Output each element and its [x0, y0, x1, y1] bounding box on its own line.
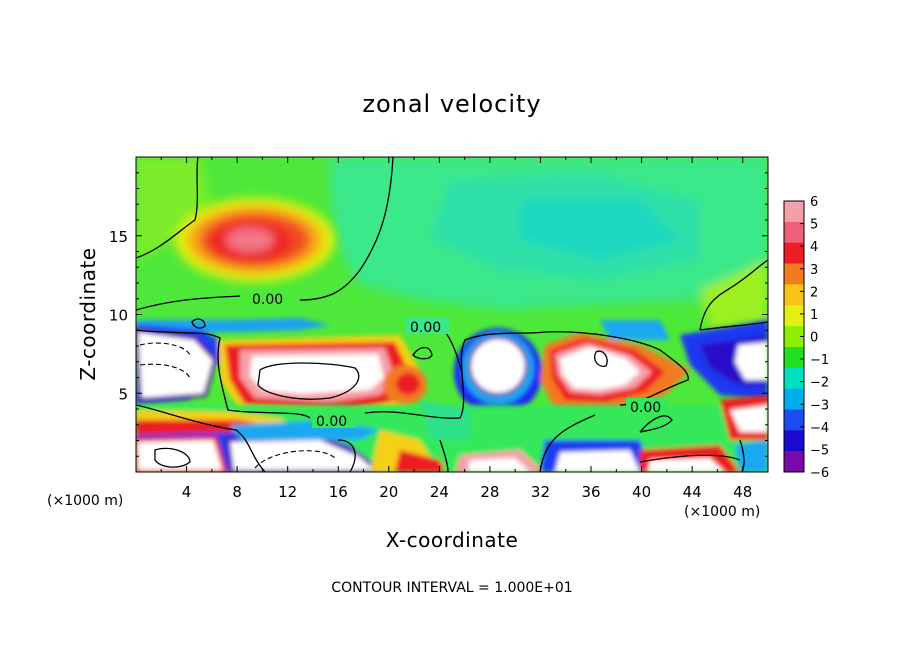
colorbar-tick-label: −4: [810, 421, 829, 436]
x-tick-label: 40: [632, 483, 651, 501]
colorbar-swatch: [784, 201, 804, 223]
x-tick-label: 44: [683, 483, 702, 501]
contour-lines: [136, 157, 768, 472]
colorbar: 6 5 4 3 2 1 0 −1 −2 −3 −4 −5 −6: [783, 195, 829, 481]
x-tick-label: 36: [581, 483, 600, 501]
x-tick-label: 48: [733, 483, 752, 501]
y-axis: 5 10 15: [109, 172, 768, 457]
colorbar-tick-label: 1: [810, 308, 818, 323]
colorbar-swatch: [784, 284, 804, 306]
y-tick-label: 15: [109, 228, 128, 246]
colorbar-tick-label: 4: [810, 240, 818, 255]
colorbar-tick-label: 6: [810, 195, 818, 210]
contour-label-2: 0.00: [410, 320, 441, 336]
contour-label-4: 0.00: [630, 400, 661, 416]
x-tick-label: 32: [531, 483, 550, 501]
colorbar-swatch: [784, 367, 804, 390]
x-axis-label: X-coordinate: [386, 528, 519, 552]
x-tick-label: 8: [232, 483, 242, 501]
contour-label-1: 0.00: [252, 292, 283, 308]
x-tick-label: 16: [329, 483, 348, 501]
x-tick-label: 20: [379, 483, 398, 501]
colorbar-swatch: [784, 430, 804, 452]
x-axis: 4 8 12 16 20 24 28 32 36 40 44 48: [160, 157, 752, 501]
colorbar-swatch: [784, 305, 804, 327]
y-axis-label: Z-coordinate: [76, 247, 100, 380]
colorbar-tick-label: 3: [810, 263, 818, 278]
chart-title: zonal velocity: [362, 90, 541, 118]
x-tick-label: 12: [278, 483, 297, 501]
colorbar-tick-label: −3: [810, 398, 829, 413]
colorbar-swatch: [784, 346, 804, 369]
x-unit-left: (×1000 m): [47, 493, 123, 509]
colorbar-tick-label: −5: [810, 443, 829, 458]
colorbar-tick-label: 5: [810, 218, 818, 233]
colorbar-swatch: [784, 388, 804, 410]
plot-field: 0.00 0.00 0.00 0.00: [136, 157, 768, 472]
x-tick-label: 4: [182, 483, 192, 501]
colorbar-swatch: [784, 263, 804, 285]
negative-contours: [139, 342, 336, 469]
x-tick-label: 28: [480, 483, 499, 501]
colorbar-swatch: [784, 409, 804, 431]
y-tick-label: 5: [118, 385, 128, 403]
colorbar-tick-label: 2: [810, 285, 818, 300]
colorbar-swatch: [784, 242, 804, 265]
x-tick-label: 24: [430, 483, 449, 501]
colorbar-swatch: [784, 326, 804, 348]
colorbar-tick-label: 0: [810, 331, 818, 346]
colorbar-tick-label: −2: [810, 376, 829, 391]
contour-interval-note: CONTOUR INTERVAL = 1.000E+01: [331, 580, 572, 596]
x-unit-right: (×1000 m): [684, 504, 760, 520]
colorbar-tick-label: −6: [810, 466, 829, 481]
contour-label-3: 0.00: [316, 414, 347, 430]
y-tick-label: 10: [109, 307, 128, 325]
colorbar-tick-label: −1: [810, 353, 829, 368]
colorbar-swatch: [784, 221, 804, 244]
colorbar-swatch: [784, 451, 804, 473]
